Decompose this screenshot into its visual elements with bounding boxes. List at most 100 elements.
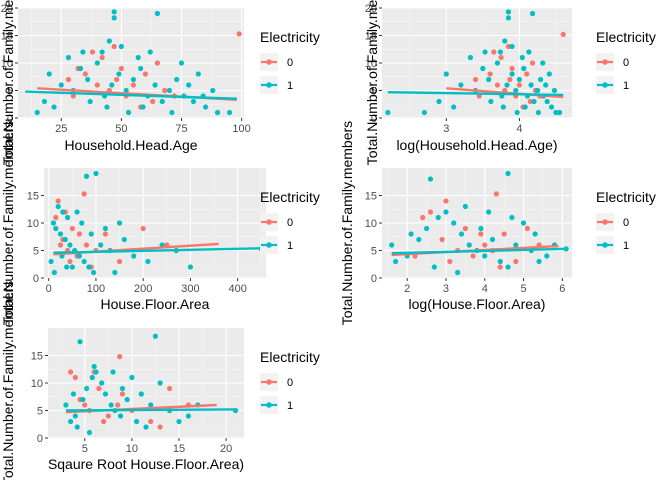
data-point-series-0 xyxy=(516,82,522,88)
legend: Electricity 0 1 xyxy=(260,189,320,254)
x-tick-label: 75 xyxy=(175,123,187,135)
data-point-series-1 xyxy=(110,369,116,375)
data-point-series-1 xyxy=(129,374,135,381)
data-point-series-1 xyxy=(119,385,126,392)
y-tick-label: 0 xyxy=(7,113,13,125)
trend-line-series-1 xyxy=(391,247,567,255)
data-point-series-1 xyxy=(509,71,515,77)
data-point-series-1 xyxy=(93,170,99,177)
data-point-series-1 xyxy=(48,258,54,265)
data-point-series-1 xyxy=(145,258,151,265)
data-point-series-1 xyxy=(214,109,221,116)
data-point-series-1 xyxy=(125,109,132,116)
data-point-series-1 xyxy=(143,424,149,430)
data-layer xyxy=(389,170,569,276)
data-point-series-0 xyxy=(166,385,173,392)
data-point-series-1 xyxy=(60,209,66,215)
data-point-series-1 xyxy=(502,38,508,44)
data-point-series-1 xyxy=(505,15,512,21)
data-point-series-1 xyxy=(389,242,395,248)
data-point-series-0 xyxy=(119,391,126,397)
data-point-series-1 xyxy=(544,253,550,259)
data-point-series-1 xyxy=(148,402,154,408)
data-point-series-1 xyxy=(513,242,519,248)
data-point-series-0 xyxy=(560,31,566,37)
data-point-series-1 xyxy=(540,60,546,66)
data-point-series-0 xyxy=(53,214,59,221)
data-point-series-1 xyxy=(74,209,80,215)
data-point-series-1 xyxy=(80,49,86,55)
data-point-series-0 xyxy=(68,369,74,375)
data-point-series-0 xyxy=(100,418,107,425)
data-point-series-0 xyxy=(82,71,88,77)
data-point-series-1 xyxy=(431,264,437,270)
data-point-series-1 xyxy=(157,380,163,386)
data-point-series-1 xyxy=(544,98,550,105)
data-point-series-0 xyxy=(154,60,161,66)
legend-key-point xyxy=(602,82,608,88)
data-point-series-0 xyxy=(491,49,497,55)
data-point-series-1 xyxy=(133,418,140,425)
y-tick-label: 15 xyxy=(365,191,377,203)
data-point-series-1 xyxy=(427,176,434,182)
data-point-series-1 xyxy=(486,209,492,215)
data-point-series-0 xyxy=(142,71,149,77)
data-point-series-1 xyxy=(80,396,86,403)
data-point-series-1 xyxy=(138,391,144,397)
data-point-series-1 xyxy=(509,43,515,50)
data-point-series-1 xyxy=(528,82,534,88)
data-point-series-1 xyxy=(526,49,532,55)
legend: Electricity 0 1 xyxy=(596,189,656,254)
data-point-series-1 xyxy=(467,54,474,61)
data-point-series-1 xyxy=(81,258,87,265)
y-tick-label: 0 xyxy=(33,273,39,285)
data-point-series-1 xyxy=(166,87,173,94)
data-point-series-0 xyxy=(116,258,123,265)
data-layer xyxy=(48,170,264,276)
data-point-series-1 xyxy=(521,65,527,72)
x-axis-title: Sqaure Root House.Floor.Area) xyxy=(48,456,244,472)
data-point-series-1 xyxy=(154,10,161,17)
legend-title: Electricity xyxy=(260,349,320,365)
data-point-series-0 xyxy=(420,214,426,221)
data-point-series-1 xyxy=(455,269,461,276)
data-point-series-1 xyxy=(408,231,414,237)
data-point-series-0 xyxy=(72,374,78,381)
data-point-series-1 xyxy=(46,71,52,77)
data-point-series-1 xyxy=(116,71,122,77)
data-point-series-0 xyxy=(76,231,83,237)
data-point-series-1 xyxy=(187,264,194,270)
x-tick-label: 25 xyxy=(55,123,67,135)
data-point-series-0 xyxy=(140,225,146,232)
data-point-series-1 xyxy=(50,220,57,226)
data-point-series-1 xyxy=(458,231,465,237)
data-point-series-1 xyxy=(93,369,99,375)
data-point-series-0 xyxy=(427,209,434,215)
data-point-series-1 xyxy=(41,98,48,105)
data-point-series-1 xyxy=(509,214,515,221)
y-axis-title: Total.Number.of.Family.members xyxy=(339,121,355,325)
legend-key-point xyxy=(266,242,272,248)
legend: Electricity 0 1 xyxy=(596,29,656,94)
data-point-series-1 xyxy=(416,236,422,243)
y-tick-label: 10 xyxy=(31,378,43,390)
data-point-series-0 xyxy=(482,242,488,248)
y-tick-label: 0 xyxy=(371,273,377,285)
data-point-series-1 xyxy=(532,231,538,237)
x-tick-label: 4 xyxy=(516,123,522,135)
data-point-series-1 xyxy=(451,220,457,226)
data-point-series-1 xyxy=(443,209,449,215)
data-point-series-1 xyxy=(226,109,233,116)
x-tick-label: 300 xyxy=(181,283,199,295)
data-point-series-0 xyxy=(130,82,137,88)
data-point-series-1 xyxy=(176,418,182,425)
data-point-series-1 xyxy=(202,104,209,110)
x-tick-label: 50 xyxy=(115,123,127,135)
data-point-series-1 xyxy=(514,109,520,116)
data-point-series-1 xyxy=(486,76,492,83)
legend-title: Electricity xyxy=(260,189,320,205)
data-point-series-1 xyxy=(102,391,109,397)
y-axis-title: Total.Number.of.Family.members xyxy=(0,281,16,480)
data-point-series-1 xyxy=(519,54,525,61)
